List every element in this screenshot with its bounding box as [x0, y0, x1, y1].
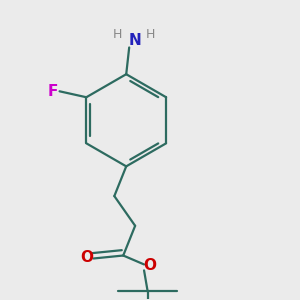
Text: H: H — [145, 28, 155, 40]
Text: N: N — [128, 32, 141, 47]
Text: O: O — [80, 250, 94, 265]
Text: F: F — [48, 84, 58, 99]
Text: O: O — [143, 258, 157, 273]
Text: H: H — [112, 28, 122, 40]
